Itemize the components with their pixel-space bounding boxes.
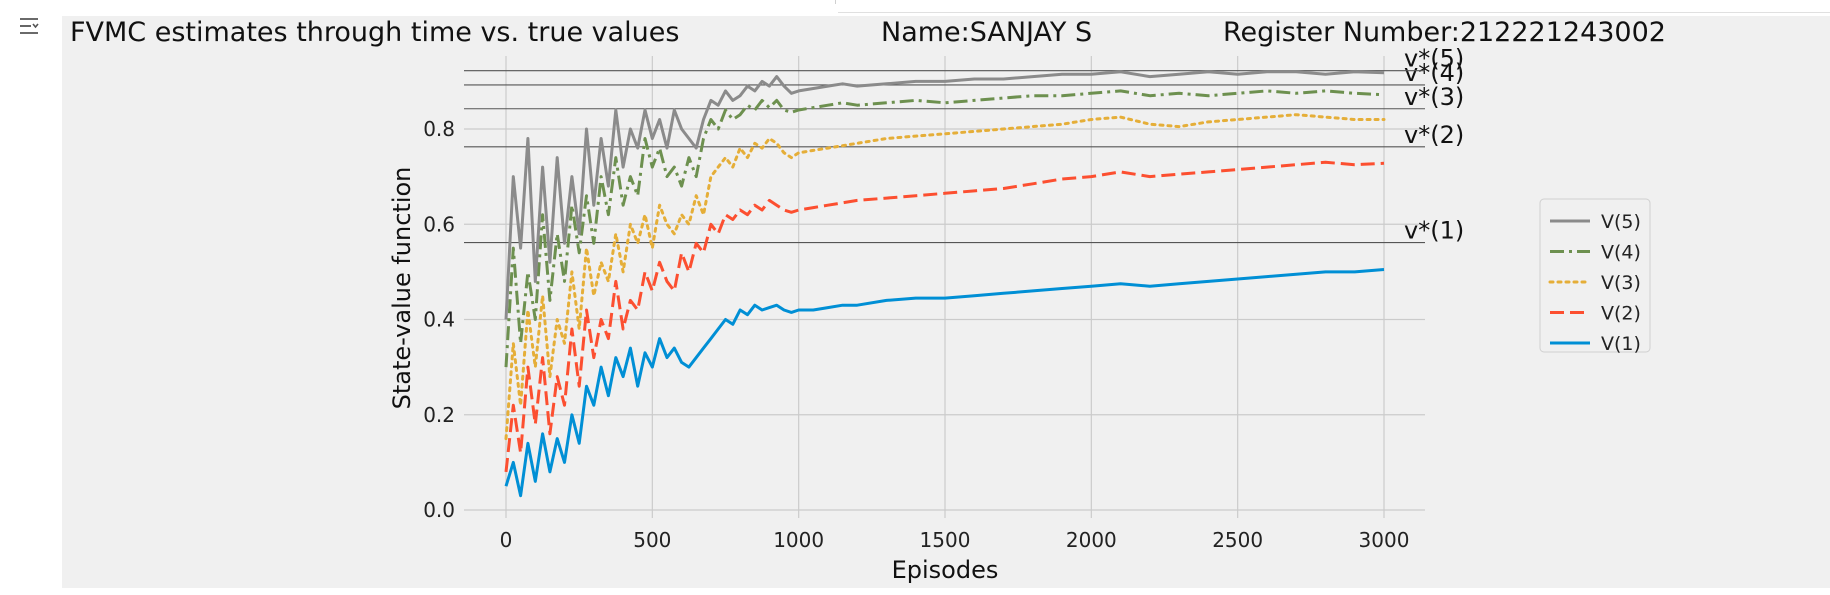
y-axis-label: State-value function bbox=[388, 167, 416, 410]
x-axis-label: Episodes bbox=[892, 556, 999, 584]
legend: V(5) V(4) V(3) V(2) V(1) bbox=[1539, 198, 1651, 355]
y-tick-label: 0.4 bbox=[423, 308, 455, 332]
x-tick-label: 500 bbox=[633, 528, 671, 552]
y-tick-label: 0.6 bbox=[423, 212, 455, 236]
y-tick-label: 0.2 bbox=[423, 403, 455, 427]
true-value-lines: v*(1) v*(2) v*(3)v*(4)v*(5) bbox=[464, 45, 1464, 245]
series-line-V(4) bbox=[504, 89, 1385, 368]
x-tick-labels: 0 500 1000 1500 2000 2500 3000 bbox=[500, 528, 1410, 552]
true-value-label: v*(2) bbox=[1404, 121, 1464, 149]
y-tick-labels: 0.0 0.2 0.4 0.6 0.8 bbox=[423, 117, 455, 522]
true-value-label: v*(5) bbox=[1404, 45, 1464, 73]
legend-label: V(4) bbox=[1601, 242, 1641, 264]
series-line-V(3) bbox=[504, 113, 1386, 441]
cell-border bbox=[838, 12, 1830, 13]
series-line-V(2) bbox=[504, 160, 1385, 473]
legend-box bbox=[1539, 198, 1651, 353]
fvmc-line-chart: v*(1) v*(2) v*(3)v*(4)v*(5) 0 500 1000 1500 20… bbox=[70, 17, 1666, 584]
x-tick-label: 1000 bbox=[773, 528, 824, 552]
series-line-V(1) bbox=[504, 268, 1385, 498]
true-value-label: v*(4) bbox=[1404, 59, 1464, 87]
true-value-label: v*(1) bbox=[1404, 217, 1464, 245]
series-line-V(5) bbox=[504, 70, 1385, 320]
legend-label: V(3) bbox=[1601, 272, 1641, 294]
title-left: FVMC estimates through time vs. true val… bbox=[70, 17, 679, 48]
x-tick-label: 2000 bbox=[1066, 528, 1117, 552]
x-tick-label: 3000 bbox=[1359, 528, 1410, 552]
y-tick-label: 0.8 bbox=[423, 117, 455, 141]
y-tick-label: 0.0 bbox=[423, 498, 455, 522]
title-name: Name:SANJAY S bbox=[881, 17, 1092, 48]
x-tick-label: 1500 bbox=[920, 528, 971, 552]
legend-label: V(2) bbox=[1601, 303, 1641, 325]
true-value-label: v*(3) bbox=[1404, 83, 1464, 111]
output-toggle-icon[interactable] bbox=[16, 14, 42, 40]
legend-label: V(1) bbox=[1601, 333, 1641, 355]
x-tick-label: 2500 bbox=[1212, 528, 1263, 552]
cell-divider bbox=[835, 0, 836, 4]
title-register: Register Number:212221243002 bbox=[1223, 17, 1666, 48]
legend-label: V(5) bbox=[1601, 211, 1641, 233]
chart-figure: v*(1) v*(2) v*(3) v*(4) v*(5) 0 500 1000 1500 20… bbox=[62, 16, 1830, 588]
grid-lines bbox=[464, 56, 1425, 518]
series-lines bbox=[504, 70, 1386, 498]
x-tick-label: 0 bbox=[500, 528, 513, 552]
